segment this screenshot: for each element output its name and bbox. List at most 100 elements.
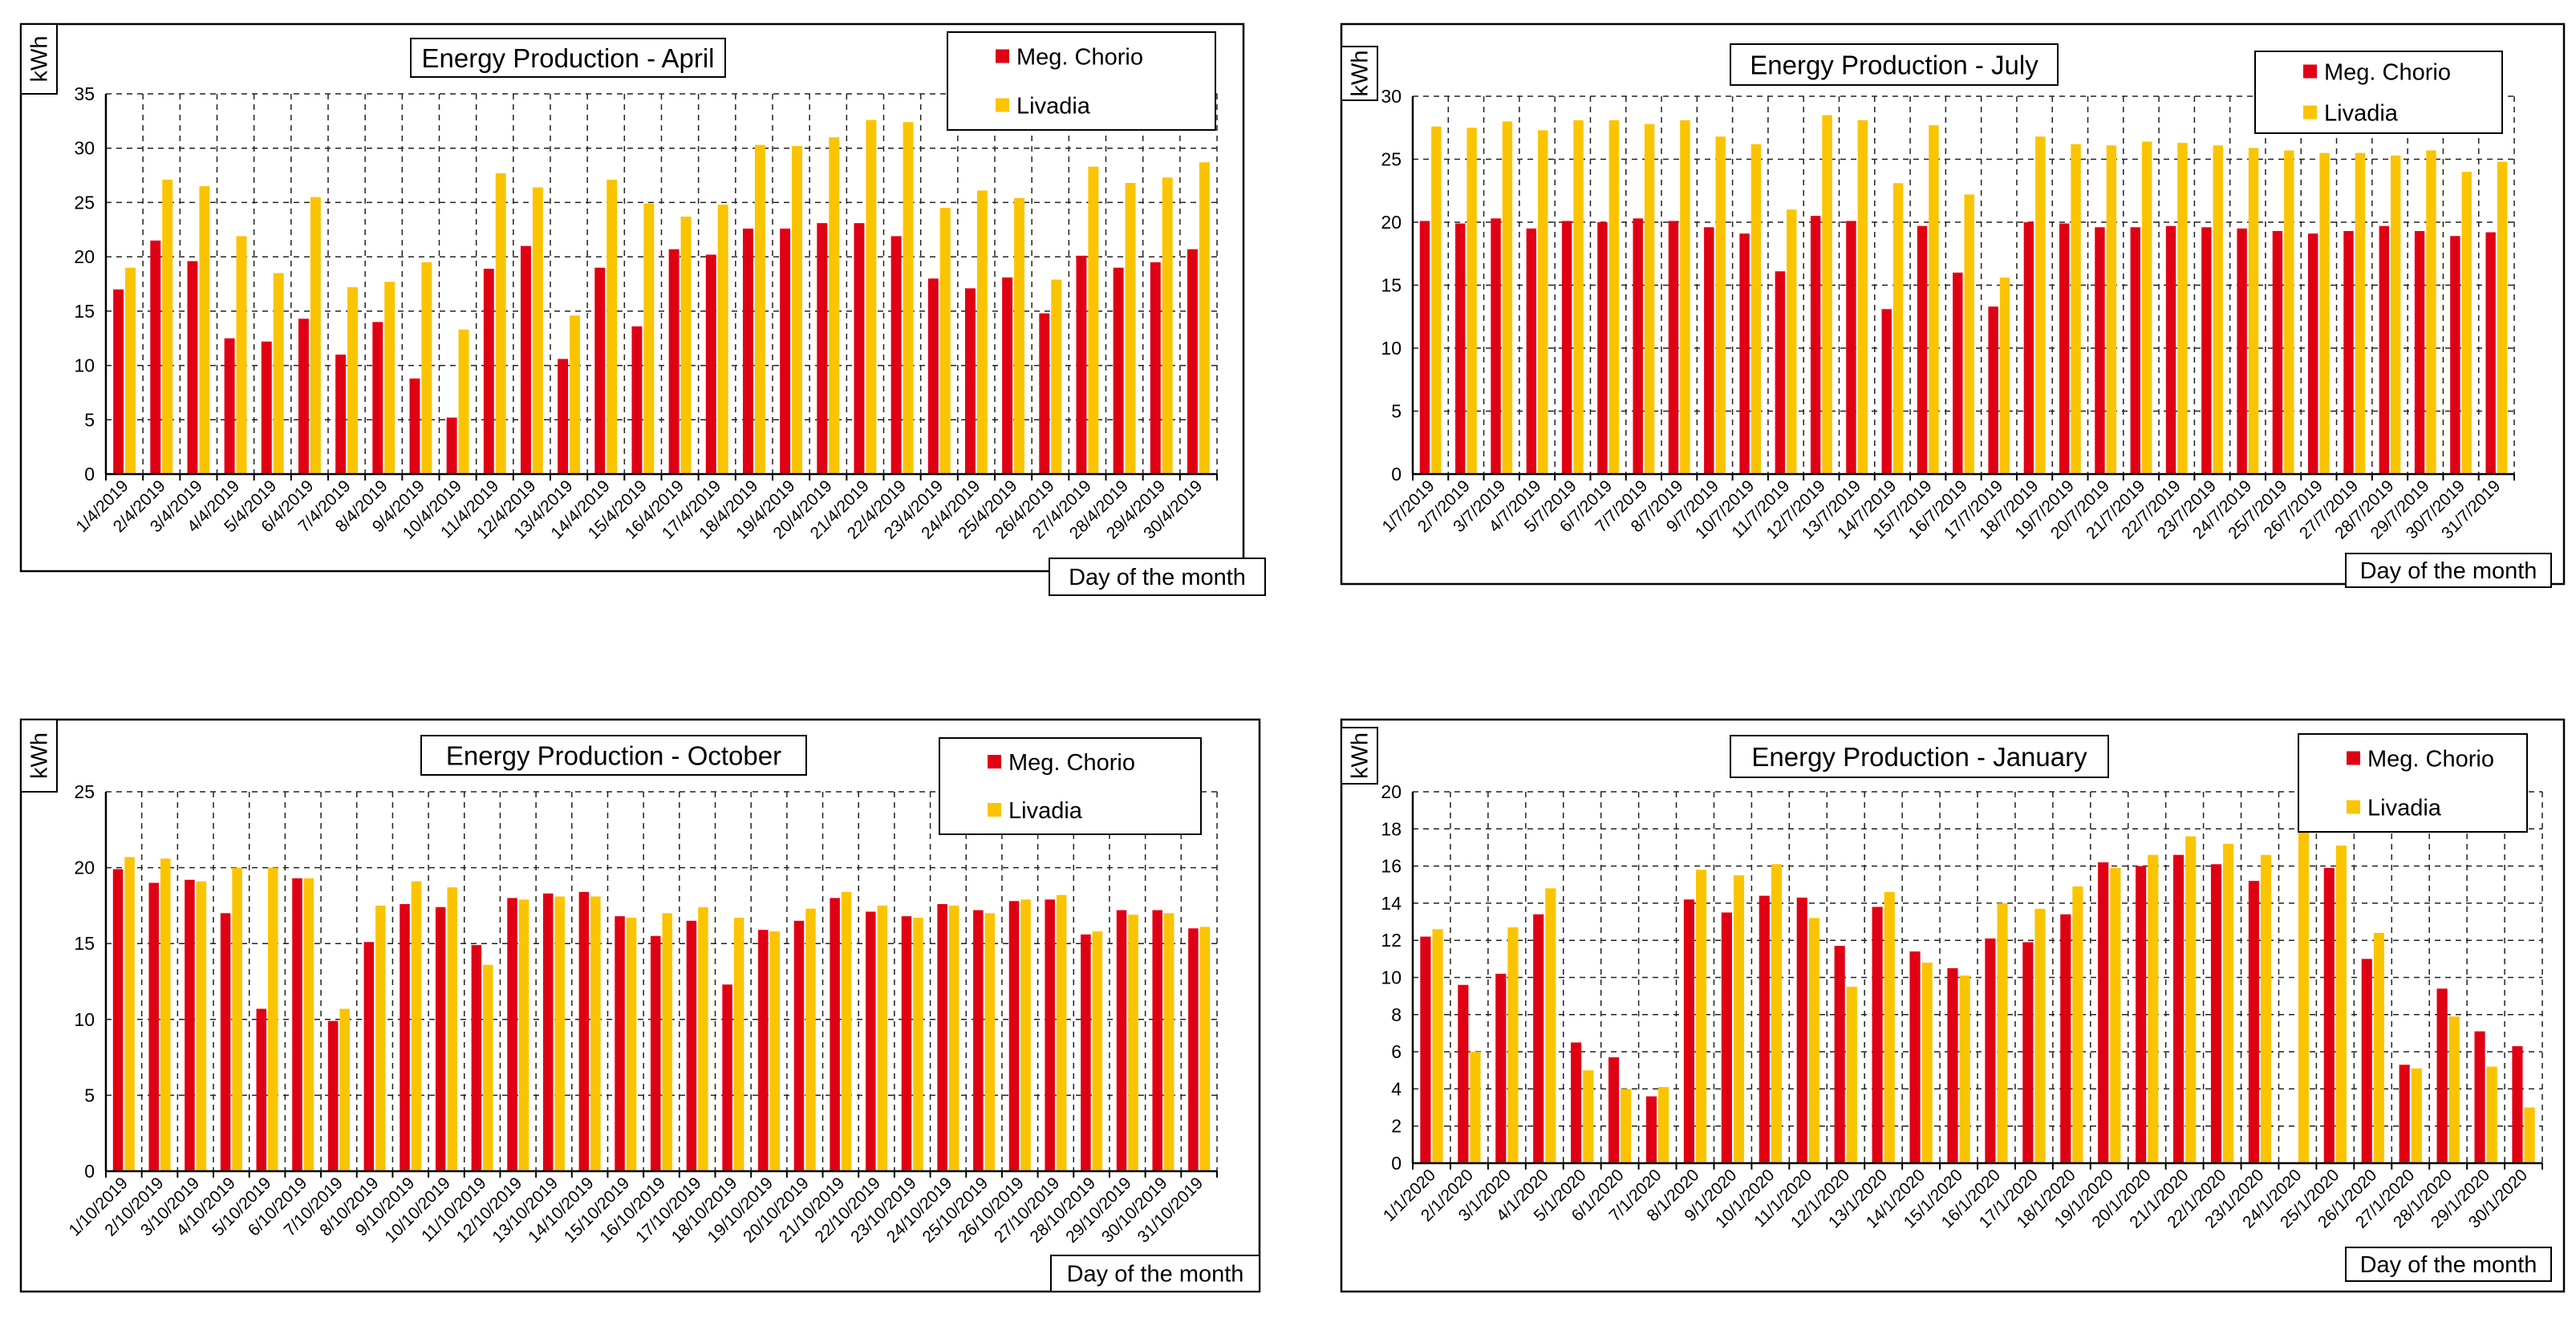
bar-livadia	[2373, 932, 2384, 1163]
bar-livadia	[1502, 121, 1513, 474]
y-tick-label: 20	[1381, 212, 1402, 233]
bar-livadia	[1538, 130, 1548, 474]
bar-livadia	[829, 137, 840, 474]
bar-meg-chorio	[2485, 232, 2496, 474]
bar-livadia	[1696, 870, 1707, 1163]
bar-meg-chorio	[1458, 984, 1469, 1163]
y-tick-label: 5	[84, 409, 95, 430]
bar-livadia	[1999, 278, 2010, 474]
bars	[1419, 115, 2508, 475]
x-axis-label-box	[1050, 1255, 1260, 1292]
bar-meg-chorio	[2436, 988, 2448, 1163]
bar-livadia	[1573, 120, 1584, 474]
bar-livadia	[1787, 209, 1797, 474]
bar-meg-chorio	[1909, 951, 1921, 1163]
bar-meg-chorio	[1561, 221, 1572, 474]
bar-meg-chorio	[1810, 216, 1821, 474]
bar-livadia	[643, 203, 655, 475]
y-tick-label: 15	[74, 301, 95, 322]
y-tick-label: 20	[1381, 781, 1402, 802]
bar-livadia	[2034, 908, 2046, 1163]
bar-livadia	[662, 913, 673, 1171]
bar-meg-chorio	[187, 261, 198, 474]
bar-livadia	[1125, 183, 1136, 474]
bar-meg-chorio	[1420, 936, 1431, 1163]
y-tick-label: 15	[74, 933, 95, 954]
y-axis-label: kWh	[1348, 51, 1373, 97]
legend-swatch-meg-chorio	[988, 755, 1001, 768]
bar-livadia	[2524, 1107, 2535, 1163]
bar-livadia	[877, 905, 888, 1171]
legend-swatch-livadia	[2303, 105, 2317, 120]
chart-title: Energy Production - April	[421, 43, 714, 73]
legend-label: Meg. Chorio	[2324, 60, 2451, 86]
bar-meg-chorio	[1188, 928, 1199, 1171]
y-axis-label-box	[20, 719, 58, 793]
bar-livadia	[2213, 145, 2223, 475]
bar-livadia	[1163, 913, 1174, 1171]
bar-livadia	[2261, 854, 2272, 1163]
bar-meg-chorio	[1846, 221, 1856, 474]
bar-livadia	[626, 918, 637, 1171]
bar-livadia	[606, 179, 618, 474]
y-tick-label: 16	[1381, 856, 1402, 877]
bar-meg-chorio	[1739, 233, 1750, 474]
bar-meg-chorio	[854, 223, 865, 474]
bar-livadia	[2426, 150, 2436, 474]
bar-livadia	[199, 186, 210, 474]
bar-livadia	[1128, 914, 1138, 1171]
bar-meg-chorio	[650, 935, 661, 1171]
bar-livadia	[1733, 875, 1745, 1163]
bar-meg-chorio	[558, 359, 569, 474]
bar-livadia	[792, 146, 803, 474]
bar-meg-chorio	[1081, 934, 1091, 1171]
bar-meg-chorio	[520, 245, 531, 474]
bar-livadia	[2390, 155, 2401, 475]
bar-meg-chorio	[1645, 1096, 1657, 1163]
y-tick-label: 0	[1391, 464, 1402, 485]
bar-livadia	[1431, 126, 1442, 474]
legend-box	[2298, 733, 2528, 833]
bar-livadia	[2223, 843, 2234, 1163]
bar-livadia	[1808, 918, 1819, 1163]
bar-livadia	[717, 205, 728, 474]
bar-livadia	[2177, 143, 2188, 474]
bar-meg-chorio	[1881, 309, 1892, 474]
y-tick-label: 6	[1391, 1041, 1402, 1062]
bar-meg-chorio	[1002, 277, 1013, 474]
legend-label: Meg. Chorio	[1008, 750, 1135, 776]
chart-title-box	[410, 38, 726, 78]
legend-box	[2254, 51, 2503, 134]
bar-livadia	[1857, 120, 1868, 474]
bar-livadia	[2298, 829, 2310, 1163]
bar-meg-chorio	[1704, 227, 1714, 474]
bar-meg-chorio	[1633, 218, 1643, 474]
bar-meg-chorio	[1419, 221, 1430, 474]
chart-1: 051015202530351/4/20192/4/20193/4/20194/…	[19, 22, 1266, 596]
bar-meg-chorio	[705, 254, 716, 474]
y-tick-label: 5	[84, 1085, 95, 1105]
bar-meg-chorio	[2136, 866, 2147, 1163]
bar-livadia	[447, 887, 457, 1171]
legend-swatch-livadia	[988, 803, 1001, 817]
bar-meg-chorio	[1988, 306, 1998, 474]
bar-meg-chorio	[927, 278, 939, 474]
bar-livadia	[1921, 962, 1933, 1163]
y-tick-label: 30	[1381, 86, 1402, 107]
y-tick-label: 10	[1381, 338, 1402, 359]
bar-meg-chorio	[148, 882, 160, 1171]
bar-meg-chorio	[471, 945, 482, 1171]
bar-livadia	[1583, 1070, 1594, 1163]
bar-livadia	[2248, 148, 2259, 474]
bar-meg-chorio	[113, 289, 124, 474]
bar-meg-chorio	[901, 916, 912, 1171]
legend-swatch-livadia	[2347, 800, 2360, 814]
bar-meg-chorio	[542, 893, 554, 1171]
bar-meg-chorio	[400, 904, 410, 1171]
bar-livadia	[2141, 141, 2152, 474]
y-axis-label: kWh	[1348, 732, 1373, 779]
bar-livadia	[2110, 867, 2121, 1163]
chart-title: Energy Production - January	[1751, 742, 2087, 772]
bar-meg-chorio	[435, 906, 446, 1171]
bar-meg-chorio	[1721, 912, 1732, 1163]
